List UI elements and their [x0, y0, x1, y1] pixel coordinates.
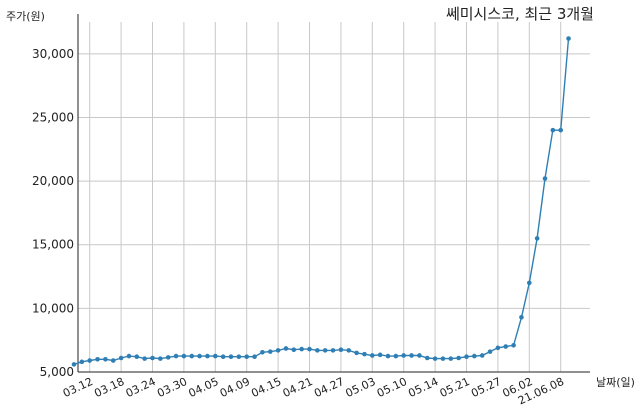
data-point — [534, 236, 540, 241]
data-point — [393, 353, 399, 359]
x-tick-label: 05.21 — [438, 375, 472, 400]
data-point — [205, 353, 210, 359]
x-tick-label: 03.30 — [155, 375, 189, 400]
data-point — [71, 362, 77, 367]
x-tick-label: 04.27 — [312, 375, 346, 400]
data-point — [134, 354, 140, 360]
data-point — [377, 352, 383, 358]
data-point — [456, 355, 461, 361]
data-point — [244, 354, 249, 360]
x-tick-label: 05.14 — [406, 375, 440, 400]
y-tick-label: 20,000 — [32, 174, 74, 188]
data-point — [158, 356, 163, 361]
data-point — [87, 358, 92, 363]
data-point — [220, 354, 226, 360]
data-point — [566, 36, 571, 41]
x-tick-label: 03.18 — [92, 375, 126, 400]
data-point — [503, 344, 509, 349]
data-point — [464, 354, 469, 360]
data-point — [338, 347, 344, 353]
data-point — [142, 356, 147, 361]
data-point — [370, 353, 375, 358]
x-tick-label: 05.10 — [375, 375, 409, 400]
series-line — [73, 38, 570, 366]
data-point — [275, 348, 281, 353]
data-point — [291, 347, 297, 353]
y-axis-label: 주가(원) — [6, 10, 45, 23]
data-point — [495, 345, 501, 351]
data-point — [542, 176, 548, 181]
data-point — [197, 353, 202, 359]
data-point — [511, 342, 516, 348]
x-tick-label: 04.15 — [249, 375, 283, 400]
data-point — [173, 353, 179, 359]
data-point — [472, 353, 477, 359]
data-point — [401, 353, 407, 358]
data-point — [558, 127, 563, 133]
data-point — [330, 348, 336, 353]
data-point — [252, 354, 257, 360]
data-point — [307, 346, 312, 352]
x-tick-label: 04.09 — [218, 375, 252, 400]
x-tick-label: 03.24 — [124, 375, 158, 400]
data-point — [95, 356, 100, 362]
data-point — [440, 356, 446, 361]
data-point — [103, 356, 108, 362]
data-point — [165, 355, 171, 360]
y-tick-label: 5,000 — [40, 365, 74, 379]
x-axis-label: 날짜(일) — [596, 376, 635, 389]
data-point — [432, 356, 438, 361]
data-point — [189, 353, 195, 359]
x-tick-label: 05.03 — [344, 375, 378, 400]
data-point — [322, 348, 328, 353]
data-point — [487, 349, 493, 354]
data-point — [79, 359, 85, 365]
data-point — [417, 353, 422, 358]
data-point — [110, 358, 116, 363]
y-tick-label: 10,000 — [32, 301, 74, 315]
x-tick-label: 05.27 — [469, 375, 503, 400]
data-point — [362, 351, 367, 357]
data-point — [409, 353, 414, 358]
data-point — [315, 348, 320, 353]
data-point — [424, 355, 430, 361]
data-point — [527, 280, 532, 286]
data-point — [118, 355, 124, 361]
data-point — [283, 346, 289, 351]
chart-title: 쎄미시스코, 최근 3개월 — [445, 5, 594, 23]
data-point — [385, 353, 391, 359]
data-point — [213, 353, 218, 359]
data-point — [346, 348, 352, 353]
y-tick-label: 30,000 — [32, 47, 74, 61]
data-point — [299, 346, 304, 352]
data-point — [260, 349, 265, 355]
data-point — [354, 350, 359, 356]
data-point — [519, 314, 524, 320]
data-point — [267, 349, 273, 354]
x-tick-label: 04.21 — [281, 375, 315, 400]
data-point — [236, 354, 242, 360]
x-tick-label: 04.05 — [187, 375, 221, 400]
data-point — [126, 353, 132, 359]
y-tick-label: 25,000 — [32, 110, 74, 124]
data-point — [228, 354, 234, 360]
data-point — [479, 353, 485, 358]
data-point — [150, 355, 155, 361]
data-point — [550, 127, 556, 133]
data-point — [448, 356, 454, 361]
y-tick-label: 15,000 — [32, 238, 74, 252]
data-point — [181, 353, 187, 359]
